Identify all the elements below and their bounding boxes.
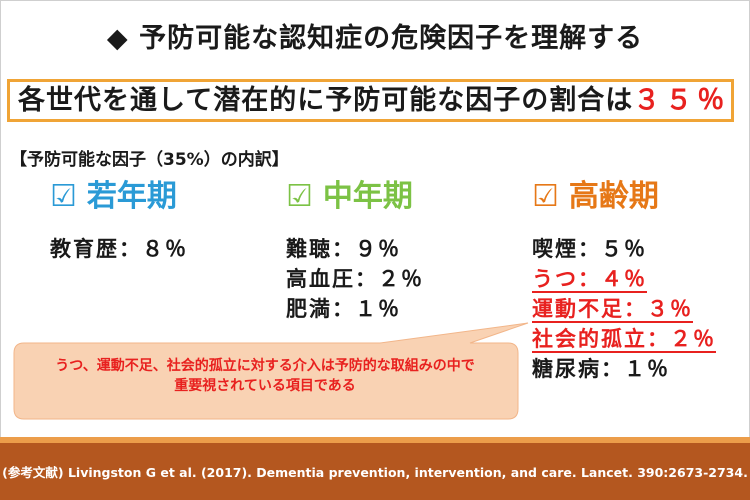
- list-item: 肥満：１％: [286, 297, 401, 321]
- checkbox-icon: ☑: [50, 179, 77, 214]
- footer-reference: (参考文献) Livingston G et al. (2017). Demen…: [2, 465, 748, 480]
- column-middle: ☑ 中年期 難聴：９％ 高血圧：２％ 肥満：１％: [286, 176, 424, 324]
- slide-title: ◆ 予防可能な認知症の危険因子を理解する: [106, 23, 644, 54]
- column-middle-heading: ☑ 中年期: [286, 176, 424, 218]
- column-old: ☑ 高齢期 喫煙：５％ うつ：４％ 運動不足：３％ 社会的孤立：２％ 糖尿病：１％: [532, 176, 716, 384]
- column-young: ☑ 若年期 教育歴：８％: [50, 176, 188, 264]
- summary-percent: ３５％: [633, 85, 730, 116]
- list-item-highlight: 運動不足：３％: [532, 297, 693, 323]
- checkbox-icon: ☑: [532, 179, 559, 214]
- list-item: 教育歴：８％: [50, 237, 188, 261]
- list-item: 喫煙：５％: [532, 237, 647, 261]
- list-item-highlight: うつ：４％: [532, 267, 647, 293]
- column-old-heading: ☑ 高齢期: [532, 176, 716, 218]
- list-item: 高血圧：２％: [286, 267, 424, 291]
- list-item-highlight: 社会的孤立：２％: [532, 327, 716, 353]
- summary-box: 各世代を通して潜在的に予防可能な因子の割合は３５％: [7, 79, 734, 122]
- column-young-heading: ☑ 若年期: [50, 176, 188, 218]
- footer-bar: [0, 437, 750, 500]
- callout-line-1: うつ、運動不足、社会的孤立に対する介入は予防的な取組みの中で: [55, 358, 475, 374]
- column-middle-title: 中年期: [322, 179, 413, 214]
- summary-text: 各世代を通して潜在的に予防可能な因子の割合は: [18, 85, 634, 116]
- callout-text: うつ、運動不足、社会的孤立に対する介入は予防的な取組みの中で 重要視されている項…: [12, 356, 518, 396]
- list-item: 難聴：９％: [286, 237, 401, 261]
- checkbox-icon: ☑: [286, 179, 313, 214]
- callout-line-2: 重要視されている項目である: [174, 378, 356, 394]
- column-old-title: 高齢期: [568, 179, 659, 214]
- breakdown-label: 【予防可能な因子（35%）の内訳】: [10, 150, 289, 170]
- list-item: 糖尿病：１％: [532, 357, 670, 381]
- column-young-title: 若年期: [86, 179, 177, 214]
